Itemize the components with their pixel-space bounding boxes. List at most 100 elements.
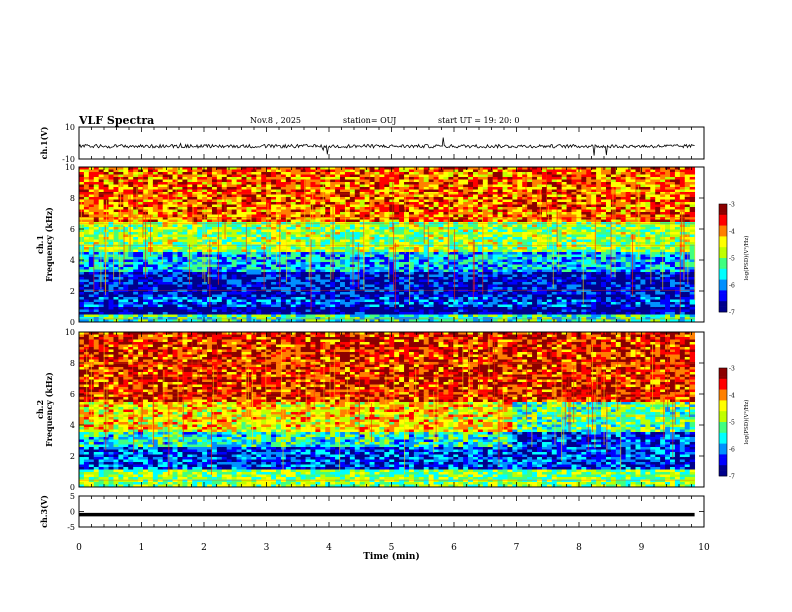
ch1-cell (423, 217, 430, 220)
ch1-cell (221, 307, 228, 310)
ch1-cell (354, 274, 361, 278)
ch1-cell (428, 204, 435, 208)
ch1-cell (448, 187, 454, 190)
ch1-cell (374, 249, 380, 253)
ch1-cell (187, 217, 193, 220)
ch1-cell (246, 207, 252, 210)
ch1-cell (423, 177, 430, 180)
ch1-cell (157, 272, 164, 275)
ch1-cell (433, 292, 439, 295)
ch1-cell (271, 182, 277, 185)
ch1-cell (98, 167, 105, 170)
ch1-cell (108, 267, 114, 270)
ch1-cell (123, 269, 129, 273)
ch1-cell (167, 187, 173, 190)
ch1-cell (384, 242, 390, 245)
ch1-cell (251, 299, 257, 303)
ch1-cell (384, 192, 390, 195)
ch1-cell (453, 187, 459, 190)
ch1-cell (369, 237, 375, 240)
ch1-cell (211, 299, 218, 303)
ch1-cell (438, 209, 444, 213)
ch1-cell (182, 197, 188, 200)
ch1-cell (374, 234, 380, 238)
ch1-cell (271, 257, 277, 260)
ch1-cell (453, 259, 459, 263)
ch1-cell (256, 307, 262, 310)
ch1-cell (379, 187, 385, 190)
ch1-cell (290, 229, 297, 233)
ch1-cell (394, 192, 400, 195)
ch1-cell (182, 189, 188, 193)
ch1-cell (374, 179, 380, 183)
ch1-cell (271, 264, 277, 268)
ch1-cell (79, 187, 85, 190)
ch1-cell (315, 212, 321, 215)
ch1-cell (468, 244, 474, 248)
ch1-cell (226, 304, 233, 308)
ch1-cell (310, 277, 316, 280)
ch1-cell (399, 292, 405, 295)
ch1-cell (261, 192, 267, 195)
ch1-cell (354, 317, 361, 320)
ch1-cell (93, 259, 100, 263)
ch1-cell (192, 189, 198, 193)
ch1-cell (389, 227, 395, 230)
ch1-cell (379, 317, 385, 320)
ch1-cell (133, 297, 139, 300)
ch1-cell (93, 272, 100, 275)
ch1-cell (133, 187, 139, 190)
ch1-cell (123, 177, 129, 180)
ch1-cell (128, 239, 134, 243)
ch1-cell (197, 262, 203, 265)
ch1-cell (123, 217, 129, 220)
ch1-cell (448, 197, 454, 200)
ch1-cell (98, 292, 105, 295)
ch1-cell (182, 272, 188, 275)
ch1-cell (83, 204, 90, 208)
ch1-cell (394, 207, 400, 210)
ch1-cell (433, 247, 439, 250)
ch1-cell (123, 297, 129, 300)
ch1-cell (290, 307, 297, 310)
ch1-cell (251, 284, 257, 288)
ch1-cell (271, 242, 277, 245)
ch1-cell (143, 169, 149, 173)
ch1-cell (458, 317, 464, 320)
ch1-cell (418, 182, 425, 185)
ch1-cell (448, 277, 454, 280)
ch1-cell (310, 302, 316, 305)
ch1-cell (280, 259, 287, 263)
ch1-cell (325, 267, 331, 270)
ch1-cell (290, 217, 297, 220)
ch1-cell (423, 202, 430, 205)
ch1-cell (399, 184, 405, 188)
ch1-cell (413, 314, 420, 318)
ch1-cell (118, 317, 124, 320)
ch1-cell (458, 244, 464, 248)
ch1-cell (280, 189, 287, 193)
ch1-cell (266, 264, 272, 268)
ch1-cell (157, 299, 164, 303)
ch1-cell (295, 247, 302, 250)
ch1-cell (364, 224, 370, 228)
ch1-cell (192, 252, 198, 255)
ch1-cell (167, 304, 173, 308)
ch1-cell (463, 267, 469, 270)
ch1-cell (418, 169, 425, 173)
ch1-cell (261, 234, 267, 238)
ch1-cell (428, 184, 435, 188)
ch1-cell (236, 209, 242, 213)
ch1-cell (389, 259, 395, 263)
ch1-cell (340, 214, 346, 218)
ch1-cell (384, 272, 390, 275)
ch1-cell (226, 257, 233, 260)
ch1-cell (379, 294, 385, 298)
ch1-cell (320, 174, 326, 178)
ch1-cell (88, 169, 95, 173)
ch1-cell (433, 237, 439, 240)
ch1-cell (300, 182, 306, 185)
ch1-cell (236, 179, 242, 183)
ch1-cell (448, 282, 454, 285)
ch1-cell (211, 279, 218, 283)
